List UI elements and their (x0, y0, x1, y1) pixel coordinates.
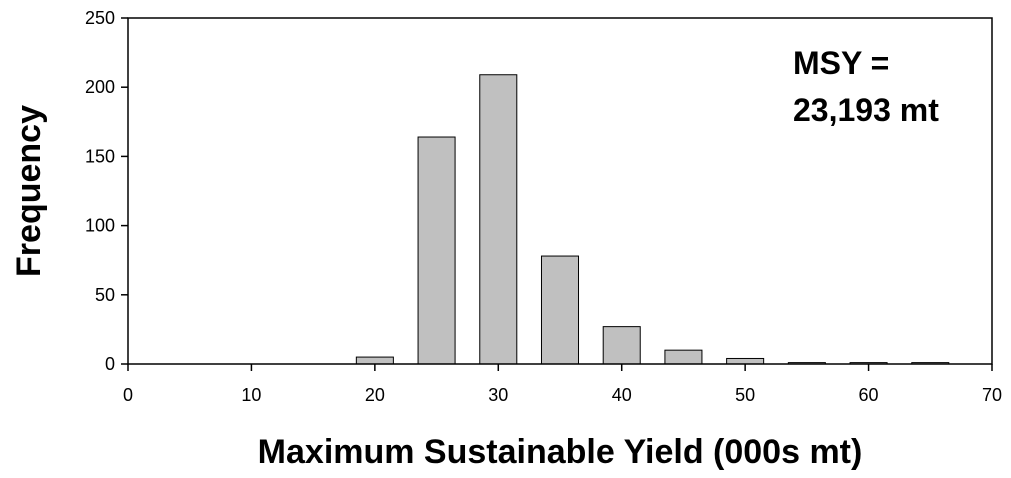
histogram-bar-50 (726, 357, 765, 365)
histogram-bar-25 (417, 136, 456, 365)
x-tick-label: 10 (241, 385, 261, 405)
msy-annotation-line-1: MSY = (793, 45, 889, 81)
y-tick-label: 250 (85, 8, 115, 28)
x-tick-label: 0 (123, 385, 133, 405)
x-tick-label: 40 (612, 385, 632, 405)
x-tick-label: 20 (365, 385, 385, 405)
histogram-bar-45 (664, 349, 703, 365)
x-tick-label: 70 (982, 385, 1002, 405)
histogram-bar-30 (479, 74, 518, 365)
x-axis-title: Maximum Sustainable Yield (000s mt) (258, 433, 863, 471)
y-tick-label: 200 (85, 77, 115, 97)
y-tick-label: 100 (85, 216, 115, 236)
axes-group (127, 17, 993, 365)
x-ticks-group: 0 10 20 30 40 50 60 70 (123, 364, 1002, 405)
histogram-bar-40 (602, 326, 641, 365)
y-tick-label: 50 (95, 285, 115, 305)
y-tick-label: 0 (105, 354, 115, 374)
y-axis-title: Frequency (10, 105, 48, 277)
bars-group (355, 74, 950, 365)
msy-annotation-line-2: 23,193 mt (793, 92, 939, 128)
y-ticks-group: 0 50 100 150 200 250 (85, 8, 128, 374)
x-tick-label: 30 (488, 385, 508, 405)
x-tick-label: 60 (859, 385, 879, 405)
y-tick-label: 150 (85, 146, 115, 166)
x-tick-label: 50 (735, 385, 755, 405)
histogram-bar-20 (355, 356, 394, 365)
histogram-bar-35 (540, 255, 580, 365)
plot-frame (127, 17, 993, 365)
